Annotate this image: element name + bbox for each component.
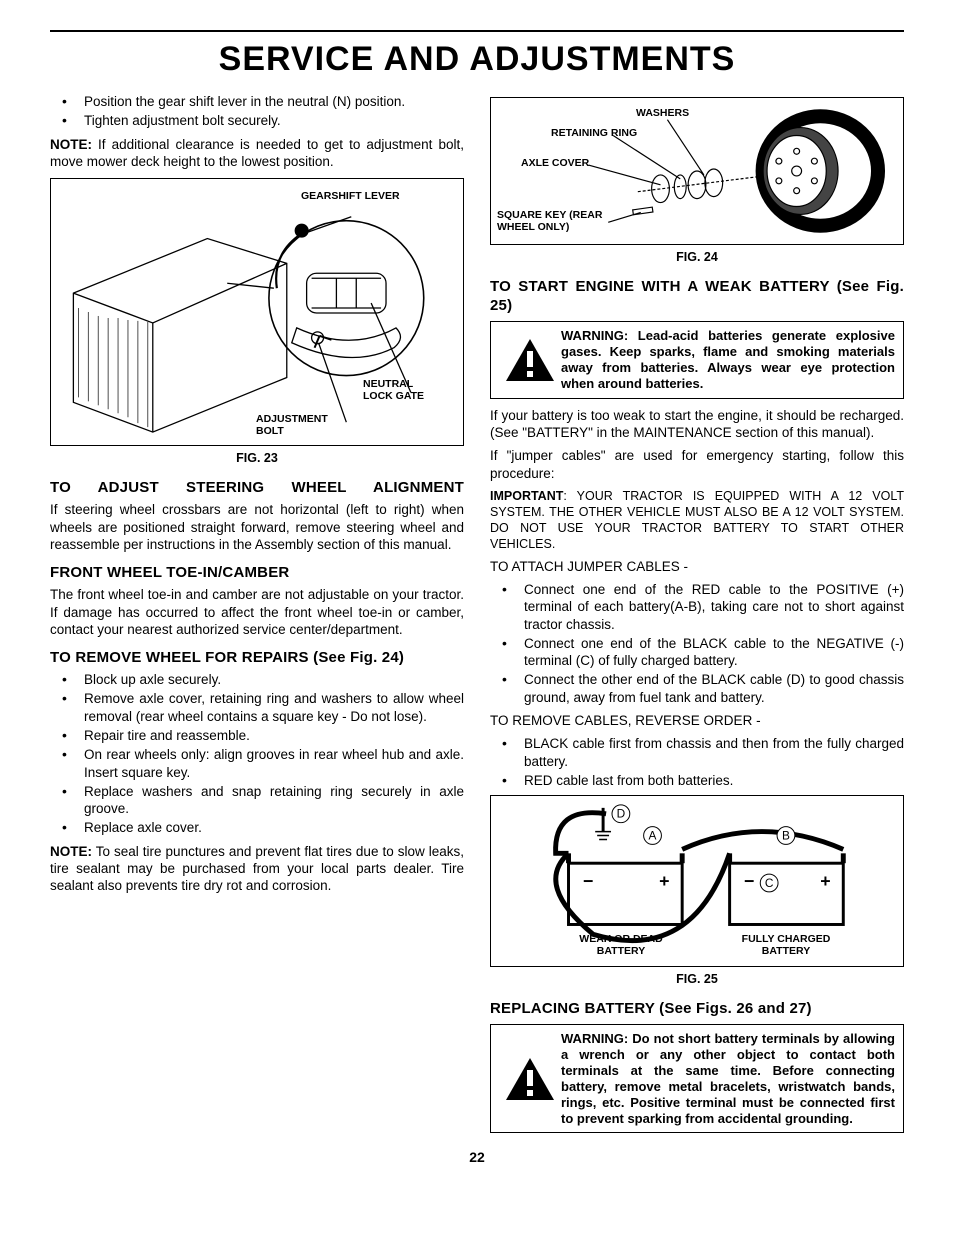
important-label: IMPORTANT: [490, 489, 563, 503]
warning-text-1: WARNING: Lead-acid batteries generate ex…: [561, 328, 895, 391]
list-item: BLACK cable first from chassis and then …: [490, 735, 904, 770]
svg-text:−: −: [583, 871, 593, 891]
fig23-caption: FIG. 23: [50, 450, 464, 466]
note-label: NOTE:: [50, 844, 92, 859]
weakbatt-heading: TO START ENGINE WITH A WEAK BATTERY (See…: [490, 277, 904, 315]
svg-text:A: A: [649, 829, 657, 843]
list-item: Block up axle securely.: [50, 671, 464, 688]
page-number: 22: [50, 1149, 904, 1165]
warning-box-1: WARNING: Lead-acid batteries generate ex…: [490, 321, 904, 398]
warning-box-2: WARNING: Do not short battery terminals …: [490, 1024, 904, 1133]
steering-heading: TO ADJUST STEERING WHEEL ALIGNMENT: [50, 478, 464, 497]
fig25-caption: FIG. 25: [490, 971, 904, 987]
note-text: If additional clearance is needed to get…: [50, 137, 464, 169]
fig25-label-weak: WEAK OR DEAD BATTERY: [551, 934, 691, 957]
weakbatt-p2: If "jumper cables" are used for emergenc…: [490, 447, 904, 482]
list-item: Repair tire and reassemble.: [50, 727, 464, 744]
svg-text:+: +: [820, 871, 830, 891]
left-column: Position the gear shift lever in the neu…: [50, 91, 464, 1141]
remove-line: TO REMOVE CABLES, REVERSE ORDER -: [490, 712, 904, 729]
weakbatt-p1: If your battery is too weak to start the…: [490, 407, 904, 442]
remove-list: BLACK cable first from chassis and then …: [490, 735, 904, 789]
fig23-label-gearshift: GEARSHIFT LEVER: [301, 191, 400, 203]
warning-icon: [499, 328, 561, 391]
intro-bullet-list: Position the gear shift lever in the neu…: [50, 93, 464, 130]
svg-text:B: B: [782, 829, 790, 843]
list-item: Remove axle cover, retaining ring and wa…: [50, 690, 464, 725]
warning-label: WARNING: [561, 328, 624, 343]
figure-25: − + − + A B C D WEAK OR DEAD BATTERY FULLY…: [490, 795, 904, 967]
attach-line: TO ATTACH JUMPER CABLES -: [490, 558, 904, 575]
note-text: To seal tire punctures and prevent flat …: [50, 844, 464, 894]
replacebatt-heading: REPLACING BATTERY (See Figs. 26 and 27): [490, 999, 904, 1018]
fig23-label-adjbolt: ADJUSTMENT BOLT: [256, 414, 328, 437]
svg-text:C: C: [765, 876, 774, 890]
removewheel-list: Block up axle securely. Remove axle cove…: [50, 671, 464, 836]
list-item: RED cable last from both batteries.: [490, 772, 904, 789]
figure-23-svg: [51, 179, 463, 445]
fig24-label-axlecover: AXLE COVER: [521, 158, 589, 170]
fig24-label-washers: WASHERS: [636, 108, 689, 120]
removewheel-heading: TO REMOVE WHEEL FOR REPAIRS (See Fig. 24…: [50, 648, 464, 667]
list-item: Connect one end of the BLACK cable to th…: [490, 635, 904, 670]
list-item: Tighten adjustment bolt securely.: [50, 112, 464, 129]
top-rule: [50, 30, 904, 32]
two-column-layout: Position the gear shift lever in the neu…: [50, 91, 904, 1141]
list-item: Replace washers and snap retaining ring …: [50, 783, 464, 818]
right-column: WASHERS RETAINING RING AXLE COVER SQUARE…: [490, 91, 904, 1141]
warning-label: WARNING:: [561, 1031, 628, 1046]
warning-text-2: WARNING: Do not short battery terminals …: [561, 1031, 895, 1126]
figure-23: GEARSHIFT LEVER NEUTRAL LOCK GATE ADJUST…: [50, 178, 464, 446]
list-item: Position the gear shift lever in the neu…: [50, 93, 464, 110]
svg-text:+: +: [659, 871, 669, 891]
fig24-label-squarekey: SQUARE KEY (REAR WHEEL ONLY): [497, 210, 602, 233]
attach-list: Connect one end of the RED cable to the …: [490, 581, 904, 706]
fig23-label-neutral: NEUTRAL LOCK GATE: [363, 379, 424, 402]
list-item: Connect the other end of the BLACK cable…: [490, 671, 904, 706]
list-item: On rear wheels only: align grooves in re…: [50, 746, 464, 781]
steering-body: If steering wheel crossbars are not hori…: [50, 501, 464, 553]
fig24-label-retaining: RETAINING RING: [551, 128, 637, 140]
figure-24: WASHERS RETAINING RING AXLE COVER SQUARE…: [490, 97, 904, 245]
list-item: Replace axle cover.: [50, 819, 464, 836]
note-label: NOTE:: [50, 137, 92, 152]
svg-text:−: −: [744, 871, 754, 891]
toein-heading: FRONT WHEEL TOE-IN/CAMBER: [50, 563, 464, 582]
fig25-label-full: FULLY CHARGED BATTERY: [716, 934, 856, 957]
page-title: SERVICE AND ADJUSTMENTS: [50, 40, 904, 79]
important-note: IMPORTANT: YOUR TRACTOR IS EQUIPPED WITH…: [490, 488, 904, 552]
fig24-caption: FIG. 24: [490, 249, 904, 265]
toein-body: The front wheel toe-in and camber are no…: [50, 586, 464, 638]
warning-icon: [499, 1031, 561, 1126]
svg-text:D: D: [617, 807, 626, 821]
note-1: NOTE: If additional clearance is needed …: [50, 136, 464, 171]
list-item: Connect one end of the RED cable to the …: [490, 581, 904, 633]
note-2: NOTE: To seal tire punctures and prevent…: [50, 843, 464, 895]
